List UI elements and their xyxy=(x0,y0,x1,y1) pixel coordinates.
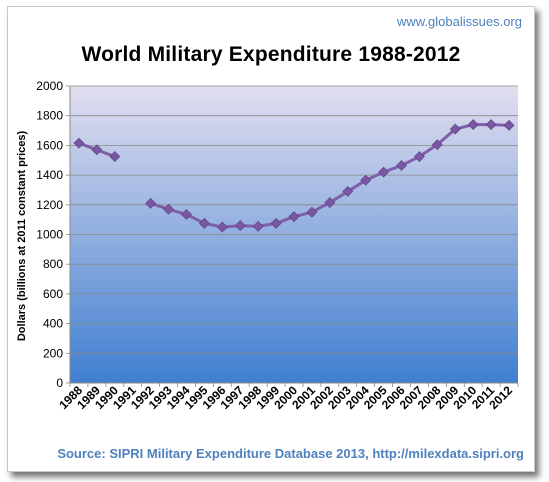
data-point xyxy=(198,217,210,229)
data-point xyxy=(306,206,318,218)
data-point xyxy=(342,186,354,197)
y-tick-label: 1000 xyxy=(36,228,63,242)
y-tick-label: 1400 xyxy=(36,168,63,182)
chart-title: World Military Expenditure 1988-2012 xyxy=(81,43,461,66)
data-point xyxy=(109,151,121,162)
y-tick-label: 400 xyxy=(43,317,63,331)
data-point xyxy=(181,209,192,220)
data-point xyxy=(91,144,103,156)
data-point xyxy=(252,220,264,232)
data-point xyxy=(145,197,157,209)
y-tick-label: 1800 xyxy=(36,109,63,123)
data-point xyxy=(73,137,85,149)
y-tick-label: 2000 xyxy=(36,79,63,93)
data-point xyxy=(324,197,336,208)
data-point xyxy=(378,166,390,178)
y-tick-label: 600 xyxy=(43,287,63,301)
source-note: Source: SIPRI Military Expenditure Datab… xyxy=(57,446,524,461)
data-point xyxy=(485,119,497,131)
data-point xyxy=(163,203,174,215)
data-point xyxy=(503,119,515,131)
y-tick-label: 200 xyxy=(43,346,63,360)
y-tick-label: 800 xyxy=(43,257,63,271)
y-tick-label: 1200 xyxy=(36,198,63,212)
data-point xyxy=(396,160,407,171)
y-tick-label: 1600 xyxy=(36,138,63,152)
y-tick-label: 0 xyxy=(56,376,63,390)
data-point xyxy=(431,139,443,151)
data-point xyxy=(360,174,372,186)
data-point xyxy=(216,221,228,233)
data-point xyxy=(414,151,425,162)
data-point xyxy=(270,217,282,229)
watermark-url: www.globalissues.org xyxy=(396,14,522,29)
data-point xyxy=(449,123,461,135)
data-point xyxy=(288,211,300,223)
data-point xyxy=(467,119,479,131)
data-point xyxy=(234,220,246,232)
